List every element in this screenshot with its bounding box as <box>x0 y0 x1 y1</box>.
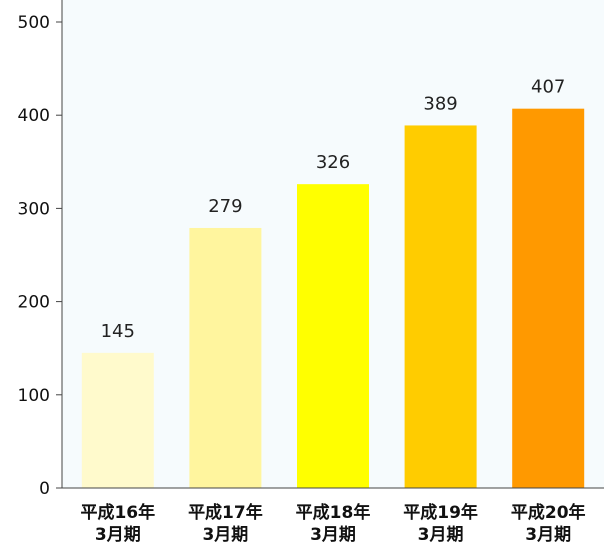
x-tick-label: 平成17年 <box>188 502 263 523</box>
x-tick-label: 平成16年 <box>80 502 155 523</box>
bar <box>297 184 369 488</box>
y-tick-label: 300 <box>18 199 50 219</box>
bar <box>404 125 477 489</box>
x-tick-label: 平成20年 <box>511 502 586 523</box>
bar <box>81 352 154 488</box>
bar <box>189 227 262 489</box>
x-tick-label: 3月期 <box>202 525 248 545</box>
data-label: 326 <box>316 152 350 173</box>
x-tick-label: 平成18年 <box>296 502 371 523</box>
bar <box>512 108 585 489</box>
data-label: 389 <box>423 93 457 114</box>
data-labels: 145 279 326 389 407 <box>101 77 566 342</box>
x-tick-label: 平成19年 <box>403 502 478 523</box>
y-tick-label: 0 <box>39 479 50 499</box>
y-tick-label: 200 <box>18 293 50 313</box>
data-label: 279 <box>208 196 242 217</box>
y-tick-label: 100 <box>18 386 50 406</box>
bars <box>81 108 585 489</box>
data-label: 145 <box>101 321 135 342</box>
y-axis: 0 100 200 300 400 500 <box>18 0 63 499</box>
x-tick-label: 3月期 <box>95 525 141 545</box>
data-label: 407 <box>531 77 565 98</box>
y-tick-label: 400 <box>18 106 50 126</box>
x-tick-label: 3月期 <box>310 525 356 545</box>
x-tick-label: 3月期 <box>418 525 464 545</box>
x-tick-label: 3月期 <box>525 525 571 545</box>
y-tick-label: 500 <box>18 13 50 33</box>
